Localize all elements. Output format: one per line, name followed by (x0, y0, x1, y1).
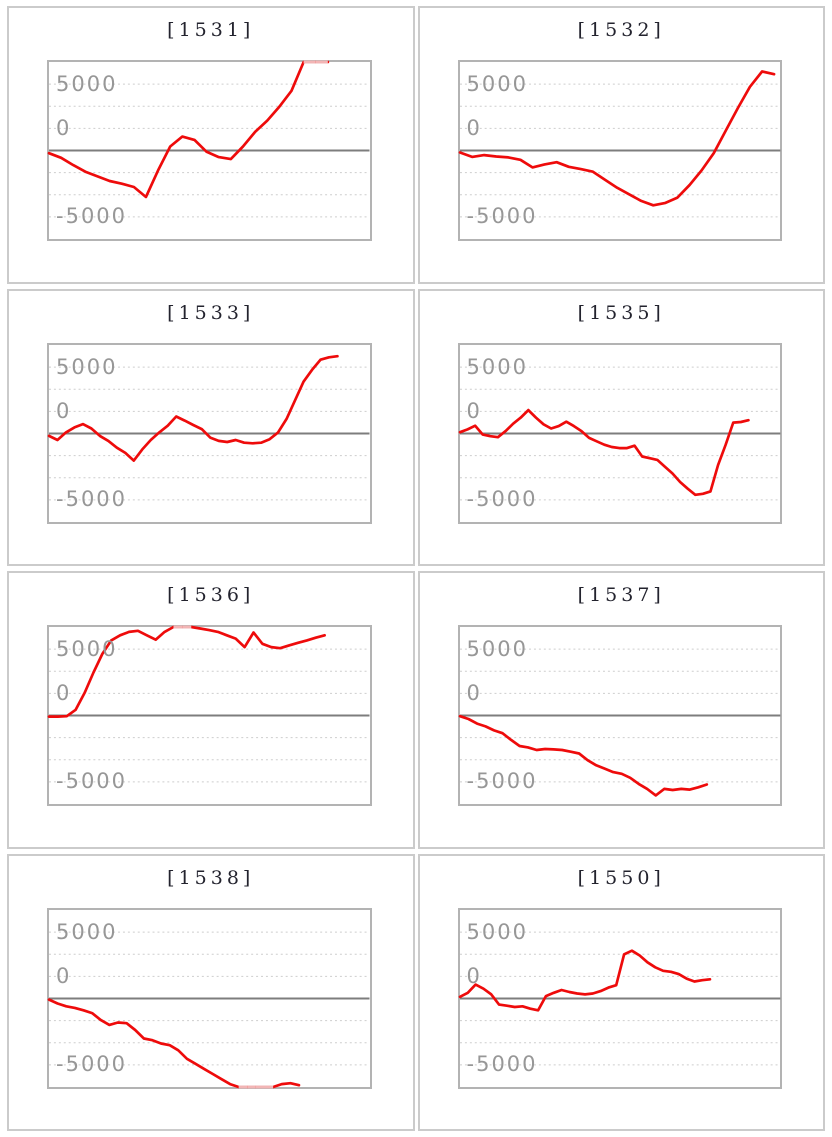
y-axis-label-neg5000: -5000 (466, 769, 538, 793)
chart-canvas (458, 648, 780, 797)
chart-plot-area: 5000 0 -5000 (47, 342, 372, 524)
chart-plot-area: 5000 0 -5000 (47, 60, 372, 241)
y-axis-label-0: 0 (56, 398, 72, 423)
y-axis-label-5000: 5000 (466, 354, 528, 379)
chart-title: [1531] (167, 19, 255, 41)
y-axis-label-neg5000: -5000 (466, 486, 538, 511)
series-line (47, 60, 330, 199)
y-axis-label-0: 0 (56, 963, 72, 988)
y-axis-label-neg5000: -5000 (56, 1051, 128, 1076)
chart-canvas (458, 70, 780, 218)
series-line (458, 714, 708, 797)
y-axis-label-5000: 5000 (56, 919, 118, 944)
y-axis-label-neg5000: -5000 (466, 1051, 538, 1076)
y-axis-label-0: 0 (466, 398, 482, 423)
y-axis-label-0: 0 (466, 681, 482, 705)
series-line (458, 948, 711, 1012)
y-axis-label-neg5000: -5000 (56, 769, 128, 793)
chart-panel-1533: [1533] 5000 0 -5000 (7, 288, 415, 566)
chart-panel-1531: [1531] 5000 0 -5000 (7, 6, 415, 284)
chart-panel-1535: [1535] 5000 0 -5000 (417, 288, 825, 566)
chart-title: [1535] (577, 301, 665, 324)
series-line (458, 70, 775, 207)
y-axis-label-5000: 5000 (466, 919, 528, 944)
chart-canvas (458, 931, 780, 1065)
chart-canvas (47, 625, 370, 783)
chart-canvas (47, 931, 370, 1089)
chart-title: [1537] (577, 584, 665, 606)
chart-canvas (458, 366, 780, 500)
y-axis-label-0: 0 (56, 681, 72, 705)
chart-canvas (47, 354, 370, 500)
y-axis-label-neg5000: -5000 (56, 204, 128, 228)
chart-plot-area: 5000 0 -5000 (47, 907, 372, 1089)
y-axis-label-5000: 5000 (56, 354, 118, 379)
y-axis-label-0: 0 (56, 116, 72, 140)
chart-canvas (47, 60, 370, 218)
chart-plot-area: 5000 0 -5000 (457, 60, 782, 241)
chart-plot-area: 5000 0 -5000 (457, 625, 782, 806)
y-axis-label-0: 0 (466, 963, 482, 988)
y-axis-label-5000: 5000 (56, 637, 118, 661)
chart-panel-1537: [1537] 5000 0 -5000 (417, 571, 825, 849)
chart-title: [1532] (577, 19, 665, 41)
chart-panel-1550: [1550] 5000 0 -5000 (417, 853, 825, 1131)
y-axis-label-0: 0 (466, 116, 482, 140)
chart-panel-1536: [1536] 5000 0 -5000 (7, 571, 415, 849)
chart-title: [1536] (167, 584, 255, 606)
y-axis-label-neg5000: -5000 (56, 486, 128, 511)
chart-plot-area: 5000 0 -5000 (457, 907, 782, 1089)
y-axis-label-neg5000: -5000 (466, 204, 538, 228)
chart-title: [1550] (577, 866, 665, 889)
chart-plot-area: 5000 0 -5000 (47, 625, 372, 806)
chart-title: [1538] (167, 866, 255, 889)
chart-panel-1532: [1532] 5000 0 -5000 (417, 6, 825, 284)
y-axis-label-5000: 5000 (466, 72, 528, 96)
chart-plot-area: 5000 0 -5000 (457, 342, 782, 524)
chart-panel-1538: [1538] 5000 0 -5000 (7, 853, 415, 1131)
y-axis-label-5000: 5000 (466, 637, 528, 661)
y-axis-label-5000: 5000 (56, 72, 118, 96)
series-line (47, 354, 339, 462)
series-line (458, 408, 750, 496)
chart-title: [1533] (167, 301, 255, 324)
